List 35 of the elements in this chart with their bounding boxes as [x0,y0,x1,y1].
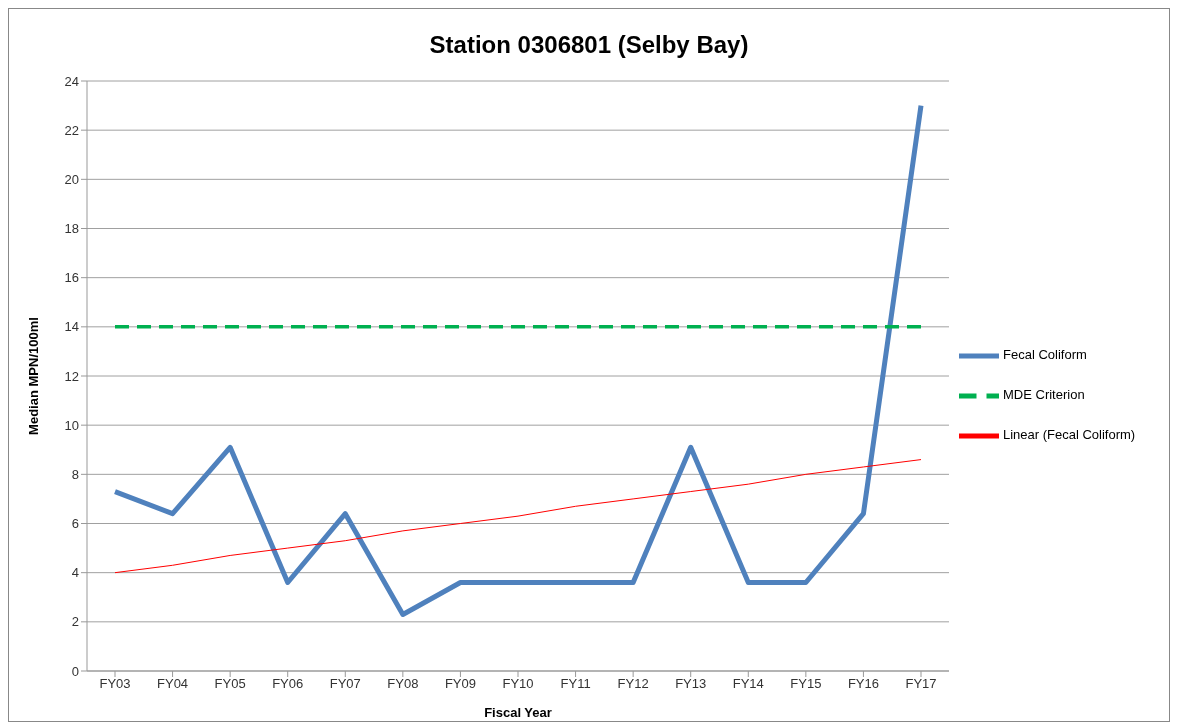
x-tick-label: FY08 [387,676,419,692]
x-tick-label: FY15 [790,676,822,692]
x-tick-label: FY17 [905,676,937,692]
y-axis-title: Median MPN/100ml [25,317,41,435]
legend-label: Linear (Fecal Coliform) [1003,427,1136,443]
y-tick-label: 2 [71,614,79,630]
y-tick-label: 18 [64,221,79,237]
x-tick-label: FY05 [214,676,246,692]
chart-title: Station 0306801 (Selby Bay) [428,30,750,60]
y-tick-label: 8 [71,466,79,482]
legend-label: MDE Criterion [1003,387,1085,403]
y-tick-label: 12 [64,368,79,384]
y-tick-label: 22 [64,122,79,138]
y-tick-label: 0 [71,663,79,679]
x-tick-label: FY03 [99,676,131,692]
x-tick-label: FY06 [272,676,304,692]
x-tick-label: FY10 [502,676,534,692]
y-tick-label: 4 [71,565,79,581]
y-tick-label: 24 [64,73,79,89]
x-tick-label: FY09 [444,676,476,692]
y-tick-label: 16 [64,270,79,286]
x-tick-label: FY11 [560,676,591,692]
x-tick-label: FY14 [732,676,764,692]
y-tick-label: 6 [71,516,79,532]
x-tick-label: FY16 [847,676,879,692]
line-series [114,459,922,574]
x-tick-label: FY13 [675,676,707,692]
x-tick-label: FY04 [157,676,189,692]
legend-label: Fecal Coliform [1003,347,1087,363]
y-tick-label: 10 [64,417,79,433]
x-tick-label: FY07 [329,676,361,692]
y-tick-label: 14 [64,319,79,335]
x-axis-title: Fiscal Year [484,705,552,720]
x-tick-label: FY12 [617,676,649,692]
y-tick-label: 20 [64,171,79,187]
